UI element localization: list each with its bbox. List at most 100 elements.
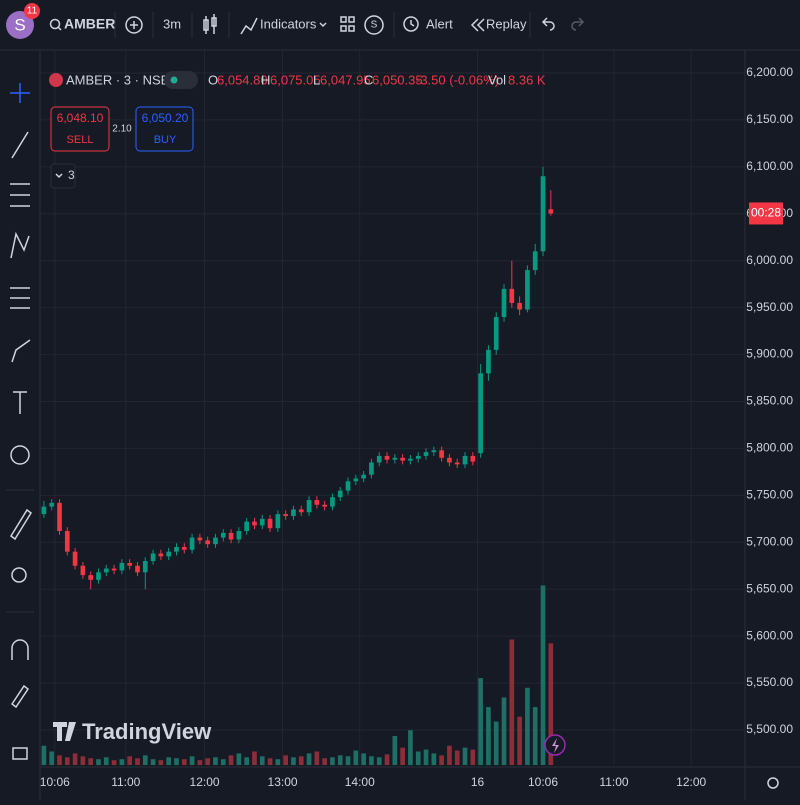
candle-body — [306, 500, 312, 513]
candle-body — [252, 521, 257, 526]
alert[interactable]: Alert — [426, 16, 453, 31]
magnet-tool[interactable] — [11, 639, 29, 660]
candle-body — [540, 176, 546, 252]
candle-body — [439, 450, 444, 458]
volume-bar — [64, 757, 70, 765]
candle-body — [111, 568, 117, 571]
candle-body — [361, 474, 366, 479]
volume-bar — [228, 755, 234, 765]
candle-body — [174, 546, 179, 552]
candle-body — [392, 457, 398, 460]
trendline-tool[interactable] — [11, 131, 29, 159]
volume-bar — [408, 730, 413, 765]
collapse-button[interactable] — [50, 163, 76, 189]
y-tick-label: 5,800.00 — [746, 441, 793, 455]
candle-body — [478, 373, 483, 454]
candle-body — [376, 455, 382, 463]
settings[interactable] — [767, 777, 779, 789]
symbol-logo — [49, 73, 63, 87]
fib-tool[interactable] — [10, 183, 30, 207]
x-tick-label: 16 — [471, 775, 485, 789]
volume-bar — [431, 753, 437, 765]
volume-bar — [158, 760, 164, 765]
x-tick-label: 10:06 — [528, 775, 558, 789]
candle-body — [205, 540, 211, 545]
y-tick-label: 5,900.00 — [746, 347, 793, 361]
zoom-tool[interactable] — [11, 567, 27, 583]
interval[interactable]: 3m — [163, 16, 181, 31]
indicators[interactable]: Indicators — [260, 16, 317, 31]
candle-body — [267, 518, 273, 529]
x-tick-label: 11:00 — [599, 775, 628, 789]
symbol[interactable]: AMBER — [64, 16, 115, 32]
avatar[interactable] — [6, 11, 34, 39]
volume-bar — [470, 749, 476, 765]
y-tick-label: 6,000.00 — [746, 253, 793, 267]
flash-icon — [552, 738, 559, 753]
market-status[interactable] — [164, 71, 198, 89]
candle-body — [291, 509, 296, 516]
candle-body — [384, 455, 390, 460]
candle-body — [330, 497, 335, 507]
indicators-icon — [240, 17, 258, 35]
candle-body — [462, 455, 468, 465]
candle-body — [408, 458, 413, 461]
buy-button[interactable] — [135, 106, 194, 152]
o-label: O — [208, 72, 218, 87]
volume-bar — [314, 751, 320, 765]
y-tick-label: 5,550.00 — [746, 675, 793, 689]
x-tick-label: 11:00 — [111, 775, 140, 789]
y-tick-label: 5,650.00 — [746, 581, 793, 595]
candle-body — [400, 457, 405, 461]
search-icon — [57, 26, 62, 31]
brush-tool[interactable] — [11, 339, 31, 363]
volume-bar — [283, 755, 288, 765]
ruler-tool[interactable] — [10, 508, 32, 541]
chevron[interactable] — [319, 22, 327, 28]
candle-body — [64, 531, 70, 552]
compare-icon[interactable] — [364, 15, 384, 35]
legend-title: AMBER · 3 · NSE — [66, 72, 170, 87]
candle-body — [275, 514, 281, 529]
undo[interactable] — [541, 17, 555, 31]
chart-type[interactable] — [203, 14, 217, 34]
emoji-tool[interactable] — [10, 445, 30, 465]
volume-bar — [267, 758, 273, 765]
candle-body — [158, 553, 164, 557]
volume-bar — [150, 759, 156, 765]
volume-bar — [345, 756, 351, 765]
sell-button[interactable] — [50, 106, 110, 152]
sell-label: SELL — [67, 134, 94, 146]
candle-body — [470, 455, 476, 462]
forecast-tool[interactable] — [10, 287, 30, 309]
volume-bar — [306, 753, 312, 765]
price-countdown: 00:28 — [751, 206, 781, 220]
top-toolbar — [0, 0, 800, 50]
search-icon[interactable] — [49, 18, 61, 30]
candle-body — [259, 518, 265, 526]
price-label-box — [749, 202, 783, 225]
volume-bar — [439, 755, 444, 765]
layout-icon[interactable] — [340, 16, 347, 23]
volume-bar — [103, 757, 109, 765]
add-symbol[interactable] — [125, 16, 143, 34]
change-value: -3.50 (-0.06%) — [416, 72, 499, 87]
lock-tool[interactable] — [12, 747, 28, 760]
candle-body — [80, 565, 86, 576]
volume-bar — [353, 750, 359, 765]
candle-body — [166, 551, 172, 557]
replay[interactable]: Replay — [486, 16, 527, 31]
volume-bar — [532, 707, 538, 765]
candle-body — [220, 532, 226, 538]
sell-price: 6,048.10 — [57, 111, 104, 125]
pattern-tool[interactable] — [10, 231, 30, 259]
lock-drawing-tool[interactable] — [10, 684, 30, 709]
volume-bar — [478, 678, 483, 765]
high-value: 6,075.05 — [270, 72, 321, 87]
volume-bar — [49, 751, 55, 765]
redo[interactable] — [571, 17, 585, 31]
candle-body — [314, 500, 320, 505]
candle-body — [236, 531, 242, 540]
text-tool[interactable] — [13, 391, 27, 414]
crosshair-tool[interactable] — [10, 83, 30, 103]
